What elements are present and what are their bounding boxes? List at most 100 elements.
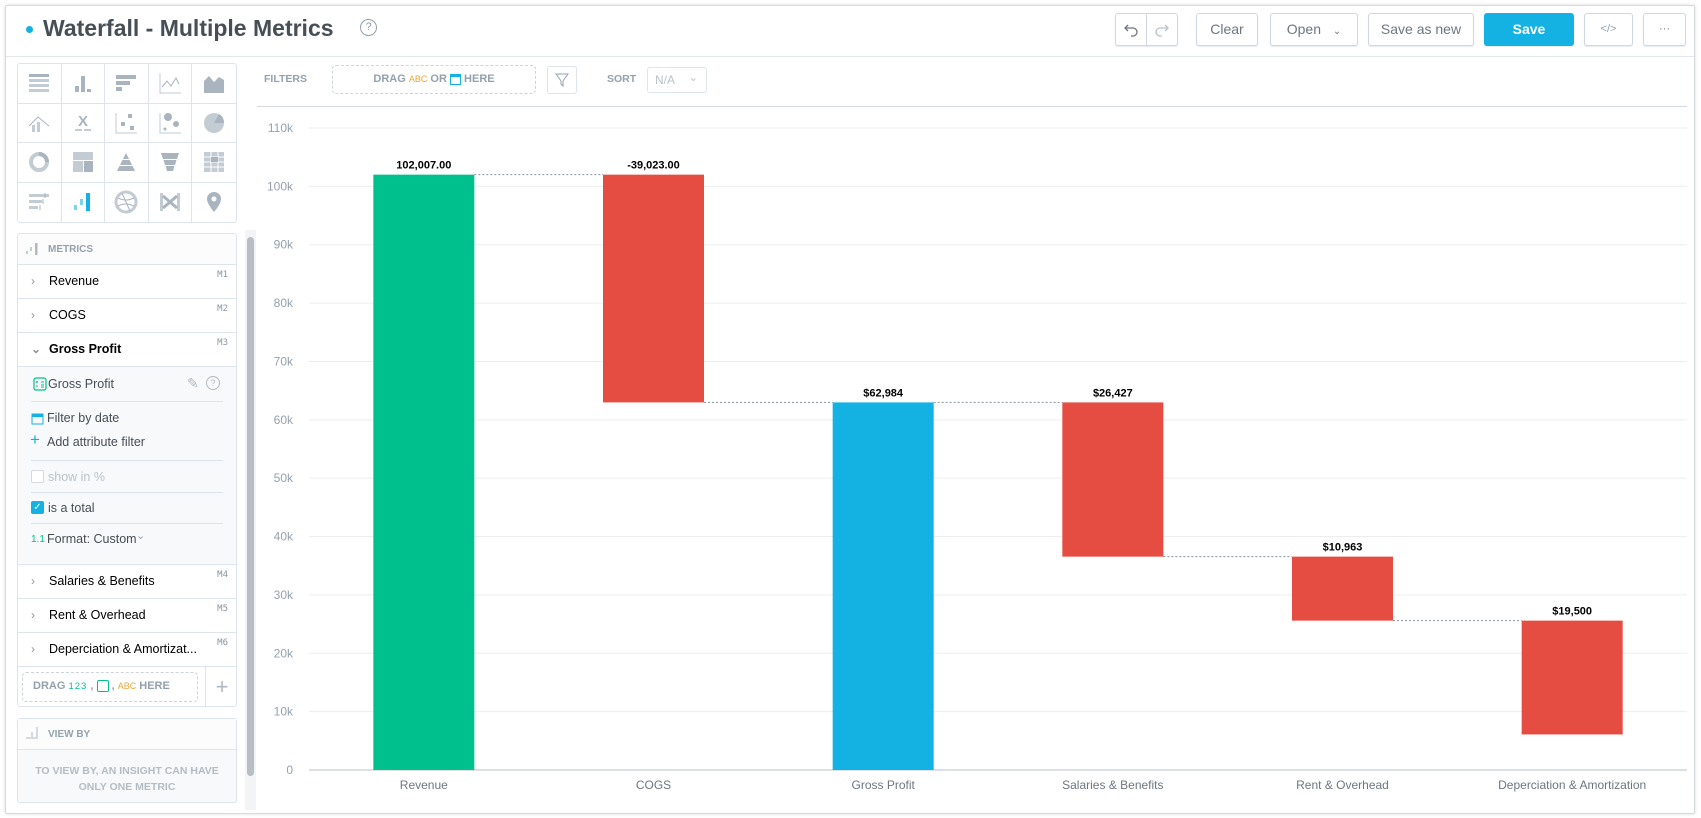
scatter-icon	[115, 112, 138, 134]
x-tick-label: Salaries & Benefits	[1062, 778, 1163, 792]
show-in-percent-label: show in %	[48, 470, 105, 484]
chart-type-area[interactable]	[192, 64, 236, 104]
bar-gross-profit[interactable]	[832, 402, 934, 770]
bubble-icon	[159, 112, 182, 134]
page-title[interactable]: Waterfall - Multiple Metrics	[43, 15, 334, 41]
donut-icon	[29, 152, 50, 173]
divider	[31, 460, 223, 461]
chart-type-pyramid[interactable]	[105, 143, 149, 183]
waterfall-chart: 0 10k 20k 30k 40k 50k 60k 70k 80k 90k 100k 110k 102,…	[267, 121, 1687, 792]
calendar-icon	[31, 413, 44, 425]
bar-rent-overhead[interactable]	[1292, 556, 1393, 621]
sankey-icon	[160, 193, 181, 212]
chevron-down-icon: ⌄	[136, 530, 146, 542]
question-circle-icon[interactable]: ?	[206, 376, 220, 390]
chevron-right-icon: ›	[31, 274, 35, 288]
metric-item-salaries[interactable]: › Salaries & Benefits M4	[18, 565, 236, 599]
metric-name: Gross Profit	[48, 377, 114, 391]
open-label: Open	[1286, 21, 1321, 37]
embed-code-button[interactable]: </>	[1584, 13, 1633, 46]
drag-metric-target[interactable]: DRAG 123 , , ABC HERE	[22, 672, 198, 702]
chart-type-line[interactable]	[148, 64, 193, 104]
chart-type-bullet[interactable]	[18, 182, 62, 222]
data-label: -39,023.00	[627, 160, 680, 172]
area-icon	[204, 76, 225, 94]
chart-type-heatmap[interactable]	[192, 143, 236, 183]
metric-id: M6	[217, 638, 228, 648]
header-divider	[6, 56, 1694, 57]
chart-type-funnel[interactable]	[148, 143, 193, 183]
more-button[interactable]: ···	[1643, 13, 1686, 46]
divider	[31, 492, 223, 493]
waterfall-icon	[73, 193, 90, 212]
add-attribute-filter-button[interactable]: Add attribute filter	[47, 435, 145, 449]
pyramid-icon	[117, 153, 136, 172]
metric-item-revenue[interactable]: › Revenue M1	[18, 265, 236, 299]
save-as-new-button[interactable]: Save as new	[1368, 13, 1474, 46]
status-dot	[26, 26, 33, 33]
metric-item-cogs[interactable]: › COGS M2	[18, 299, 236, 333]
question-circle-icon[interactable]: ?	[360, 19, 377, 36]
view-by-icon	[26, 727, 38, 739]
line-icon	[159, 73, 182, 94]
metric-id: M1	[217, 270, 228, 280]
svg-text:X: X	[78, 113, 88, 130]
chart-type-pie[interactable]	[192, 104, 236, 143]
redo-button[interactable]	[1146, 13, 1178, 46]
metrics-bucket: METRICS › Revenue M1 › COGS M2 ⌄ Gross Profit…	[17, 233, 237, 707]
y-tick-label: 50k	[274, 471, 294, 485]
y-tick-label: 80k	[274, 296, 294, 310]
filter-drop-zone[interactable]: DRAG ABC OR HERE	[332, 65, 536, 94]
scrollbar-thumb[interactable]	[247, 237, 254, 776]
bar-revenue[interactable]	[373, 174, 475, 771]
chart-type-treemap[interactable]	[61, 143, 106, 183]
filter-config-button[interactable]	[547, 66, 577, 94]
format-dropdown[interactable]: Format: Custom	[47, 532, 137, 546]
view-by-bucket: VIEW BY TO VIEW BY, AN INSIGHT CAN HAVE …	[17, 718, 237, 803]
chart-type-sankey[interactable]	[149, 182, 193, 222]
chart-type-dependency-wheel[interactable]	[105, 182, 149, 222]
chart-type-combo[interactable]	[18, 103, 62, 143]
metric-item-depreciation[interactable]: › Deperciation & Amortizat... M6	[18, 633, 236, 667]
y-tick-label: 100k	[267, 179, 294, 193]
divider	[31, 523, 223, 524]
bar-salaries-benefits[interactable]	[1062, 402, 1164, 557]
metric-label: Revenue	[49, 274, 100, 288]
chart-type-table[interactable]	[18, 64, 62, 104]
attribute-icon: ABC	[117, 681, 137, 691]
geo-pushpin-icon	[207, 192, 222, 213]
separator: ,	[111, 680, 115, 692]
chart-type-column[interactable]	[61, 64, 106, 104]
bar-deperciation-amortization[interactable]	[1521, 620, 1623, 735]
headline-icon: X	[74, 113, 91, 131]
undo-button[interactable]	[1115, 13, 1147, 46]
bar-cogs[interactable]	[603, 174, 704, 403]
metric-id: M2	[217, 304, 228, 314]
filters-label: FILTERS	[264, 73, 307, 85]
view-by-message: TO VIEW BY, AN INSIGHT CAN HAVE ONLY ONE…	[35, 765, 219, 793]
separator: ,	[90, 680, 94, 692]
chart-type-scatter[interactable]	[105, 103, 149, 143]
open-button[interactable]: Open ⌄	[1270, 13, 1358, 46]
pencil-icon[interactable]: ✎	[187, 375, 199, 391]
clear-button[interactable]: Clear	[1196, 13, 1258, 46]
chart-type-geo-pushpin[interactable]	[192, 183, 236, 223]
filter-by-date-button[interactable]: Filter by date	[47, 411, 120, 425]
chart-type-donut[interactable]	[18, 143, 62, 183]
sort-dropdown[interactable]: N/A ⌄	[647, 67, 707, 93]
add-metric-button[interactable]: +	[205, 667, 236, 706]
y-tick-label: 70k	[274, 354, 294, 368]
is-total-label: is a total	[48, 501, 95, 515]
chart-type-waterfall[interactable]	[61, 182, 106, 222]
x-tick-label: Revenue	[400, 778, 448, 792]
metric-item-rent[interactable]: › Rent & Overhead M5	[18, 599, 236, 633]
metric-item-gross-profit[interactable]: ⌄ Gross Profit M3	[18, 333, 236, 367]
chart-type-bubble[interactable]	[148, 103, 193, 143]
metric-id: M5	[217, 604, 228, 614]
is-total-checkbox[interactable]: ✓	[31, 501, 44, 514]
show-in-percent-checkbox[interactable]	[31, 470, 44, 483]
save-button[interactable]: Save	[1484, 13, 1574, 46]
funnel-icon	[161, 153, 180, 172]
chart-type-bar[interactable]	[105, 64, 149, 104]
chart-type-headline[interactable]: X	[61, 103, 106, 143]
